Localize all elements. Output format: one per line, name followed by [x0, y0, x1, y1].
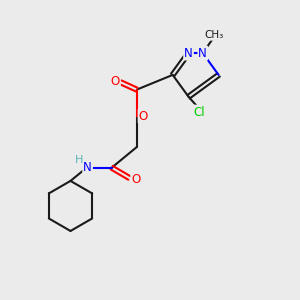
Text: O: O	[111, 75, 120, 88]
Text: N: N	[198, 46, 207, 60]
Text: N: N	[83, 161, 92, 174]
Text: Cl: Cl	[193, 106, 205, 118]
Text: H: H	[75, 155, 83, 165]
Text: CH₃: CH₃	[204, 30, 224, 40]
Text: N: N	[184, 46, 193, 60]
Text: O: O	[131, 173, 140, 186]
Text: O: O	[139, 110, 148, 123]
